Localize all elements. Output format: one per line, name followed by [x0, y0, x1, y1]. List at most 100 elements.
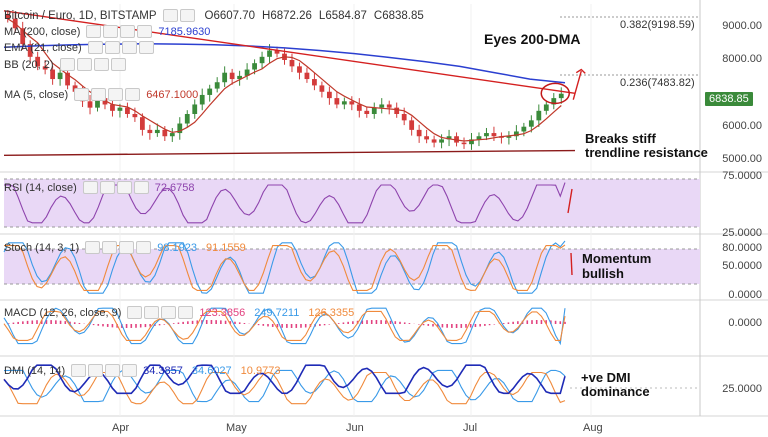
overlay-ma5[interactable]: MA (5, close) 6467.1000	[4, 88, 198, 101]
settings-icon[interactable]	[104, 41, 120, 54]
more-icon[interactable]	[138, 41, 154, 54]
candle-body	[267, 50, 272, 57]
candle-body	[349, 101, 355, 105]
price-axis-8000: 8000.00	[722, 53, 762, 65]
macd-axis-0: 0.0000	[728, 317, 762, 329]
candle-body	[192, 104, 198, 114]
more-icon[interactable]	[125, 88, 141, 101]
eye-icon[interactable]	[87, 41, 103, 54]
last-price-badge: 6838.85	[705, 92, 753, 106]
settings-icon[interactable]	[99, 181, 115, 194]
candle-body	[5, 13, 11, 19]
eye-icon[interactable]	[74, 88, 90, 101]
overlay-ema21-label: EMA (21, close)	[4, 41, 82, 54]
eye-icon[interactable]	[59, 58, 75, 71]
fib-0382-label: 0.382(9198.59)	[620, 19, 695, 31]
close-icon[interactable]	[119, 241, 135, 254]
chart-legend-header: Bitcoin / Euro, 1D, BITSTAMP O6607.70 H6…	[4, 9, 424, 22]
rsi-icons[interactable]	[82, 181, 149, 194]
price-axis-6000: 6000.00	[722, 120, 762, 132]
more-icon[interactable]	[136, 241, 152, 254]
overlay-ma200[interactable]: MA (200, close) 7185.9630	[4, 25, 210, 38]
candle-body	[484, 133, 489, 137]
candle-body	[42, 66, 48, 70]
candle-body	[379, 104, 385, 108]
symbol-toolbar[interactable]	[162, 9, 195, 22]
close-icon[interactable]	[120, 25, 136, 38]
stoch-d-line	[4, 244, 566, 291]
candle-body	[551, 98, 557, 105]
close-icon[interactable]	[93, 58, 109, 71]
eye-icon[interactable]	[85, 241, 101, 254]
rsi-label: RSI (14, close)	[4, 181, 77, 194]
x-axis-aug: Aug	[583, 422, 603, 434]
dmi-legend[interactable]: DMI (14, 14) 34.3857 34.6027 10.9773	[4, 364, 280, 377]
candle-body	[558, 93, 564, 99]
close-icon[interactable]	[116, 181, 132, 194]
dmi-icons[interactable]	[71, 364, 138, 377]
candle-body	[371, 107, 377, 114]
overlay-ma5-icons[interactable]	[74, 88, 141, 101]
more-icon[interactable]	[133, 181, 149, 194]
candle-body	[237, 75, 243, 80]
candle-body	[125, 107, 130, 114]
eye-icon[interactable]	[86, 25, 102, 38]
macd-icons[interactable]	[127, 306, 194, 319]
fib-0236-text: 0.236(7483.82)	[620, 77, 695, 89]
annotation-ve-dmi: +ve DMI	[581, 370, 631, 385]
overlay-ma200-icons[interactable]	[86, 25, 153, 38]
candle-body	[334, 98, 340, 105]
candle-body	[341, 101, 347, 105]
candle-body	[177, 123, 183, 134]
candle-body	[536, 110, 542, 121]
dmi-adx-value: 34.3857	[143, 364, 183, 377]
eye-icon[interactable]	[82, 181, 98, 194]
dmi-label: DMI (14, 14)	[4, 364, 66, 377]
more-icon[interactable]	[110, 58, 126, 71]
eye-icon[interactable]	[162, 9, 178, 22]
settings-icon[interactable]	[76, 58, 92, 71]
stoch-axis-0: 0.0000	[728, 289, 762, 301]
overlay-ema21-icons[interactable]	[87, 41, 154, 54]
stoch-band	[4, 249, 700, 284]
candle-body	[274, 50, 280, 54]
settings-icon[interactable]	[103, 25, 119, 38]
rsi-legend[interactable]: RSI (14, close) 72.6758	[4, 181, 195, 194]
more-icon[interactable]	[178, 306, 194, 319]
bullish-arrow	[572, 70, 582, 100]
candle-body	[50, 69, 56, 80]
more-icon[interactable]	[137, 25, 153, 38]
candle-body	[461, 142, 467, 145]
ohlc-open: O6607.70	[204, 9, 256, 22]
candle-body	[431, 139, 437, 143]
overlay-bb-label: BB (20, 2)	[4, 58, 54, 71]
eye-icon[interactable]	[71, 364, 87, 377]
dmi-axis-25: 25.0000	[722, 383, 762, 395]
x-axis-jul: Jul	[463, 422, 478, 434]
settings-icon[interactable]	[102, 241, 118, 254]
close-icon[interactable]	[105, 364, 121, 377]
stoch-legend[interactable]: Stoch (14, 3, 1) 98.1923 91.1559	[4, 241, 246, 254]
settings-icon[interactable]	[91, 88, 107, 101]
macd-line-value: 249.7211	[254, 306, 300, 319]
candle-body	[65, 72, 70, 86]
overlay-bb[interactable]: BB (20, 2)	[4, 58, 129, 71]
overlay-ema21[interactable]: EMA (21, close)	[4, 41, 157, 54]
stoch-icons[interactable]	[85, 241, 152, 254]
candle-body	[513, 131, 519, 137]
settings-icon[interactable]	[88, 364, 104, 377]
candle-body	[139, 117, 145, 130]
annotation-trendline-resistance: trendline resistance	[585, 145, 708, 160]
eye-icon[interactable]	[127, 306, 143, 319]
overlay-bb-icons[interactable]	[59, 58, 126, 71]
candle-body	[506, 136, 512, 138]
close-icon[interactable]	[121, 41, 137, 54]
settings-icon[interactable]	[179, 9, 195, 22]
macd-legend[interactable]: MACD (12, 26, close, 9) 123.3856 249.721…	[4, 306, 354, 319]
close-icon[interactable]	[161, 306, 177, 319]
settings-icon[interactable]	[144, 306, 160, 319]
more-icon[interactable]	[122, 364, 138, 377]
close-icon[interactable]	[108, 88, 124, 101]
candle-body	[469, 139, 474, 145]
